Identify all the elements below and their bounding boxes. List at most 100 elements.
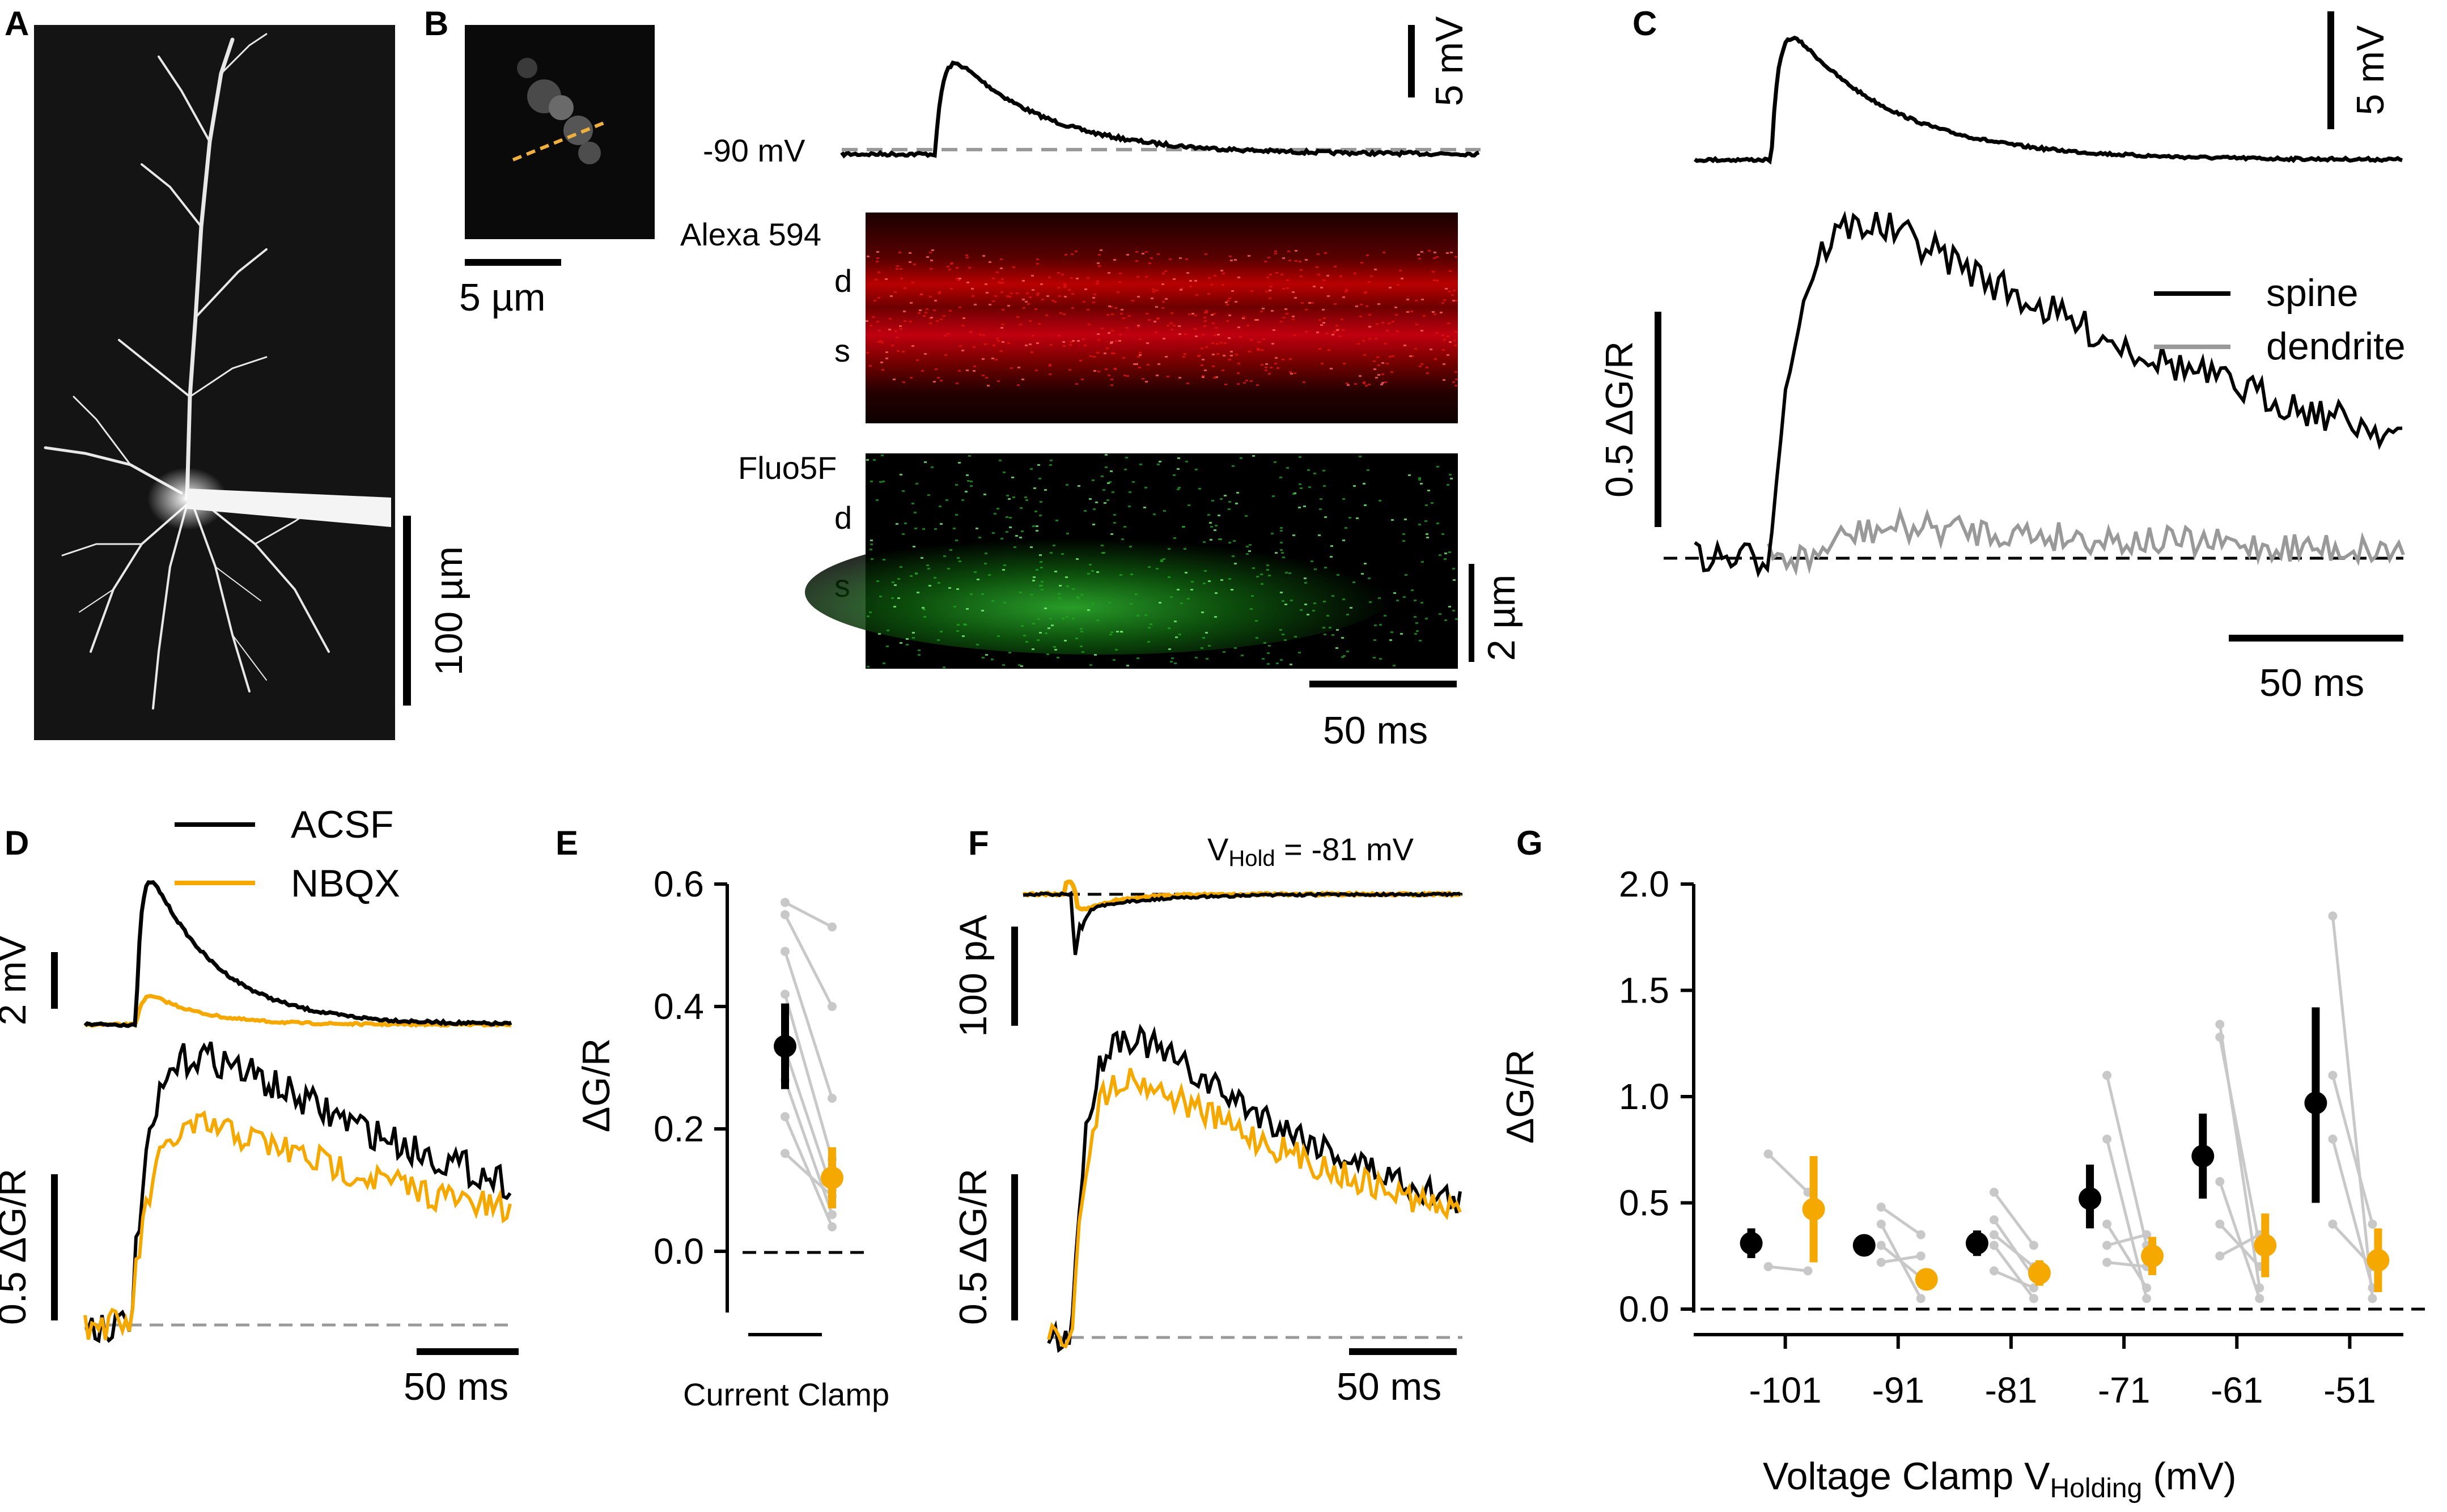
- red-speckle: [1069, 344, 1072, 346]
- red-speckle: [957, 279, 960, 281]
- red-speckle: [982, 375, 985, 376]
- red-speckle: [875, 279, 877, 281]
- panel-f-acsf-current-trace: [1023, 890, 1462, 955]
- red-speckle: [1250, 290, 1253, 292]
- panel-g-mean-acsf: [1965, 1231, 1988, 1255]
- green-linescan-noise: [866, 454, 1458, 668]
- panel-g-individual-point: [2328, 1220, 2338, 1229]
- red-speckle: [973, 346, 976, 348]
- green-speckle: [900, 566, 902, 568]
- panel-g-individual-line: [2331, 915, 2374, 1299]
- red-speckle: [1137, 325, 1140, 326]
- red-speckle: [1399, 270, 1402, 271]
- panel-b-space-scalebar-label: 2 µm: [1480, 575, 1523, 661]
- green-speckle: [1008, 498, 1011, 500]
- panel-g-mean-nbqx: [1802, 1197, 1825, 1221]
- red-speckle: [1265, 367, 1267, 368]
- green-speckle: [1248, 550, 1251, 552]
- red-speckle: [891, 345, 894, 346]
- red-speckle: [1451, 294, 1454, 296]
- spine-image: [465, 25, 655, 239]
- red-speckle: [1194, 280, 1197, 282]
- panel-g-individual-point: [2368, 1220, 2377, 1229]
- red-speckle: [881, 369, 884, 371]
- red-speckle: [1034, 308, 1037, 310]
- red-speckle: [893, 379, 896, 380]
- green-speckle: [1188, 504, 1190, 506]
- green-speckle: [1096, 571, 1099, 573]
- red-speckle: [1368, 314, 1371, 316]
- green-speckle: [1041, 581, 1044, 583]
- red-speckle: [910, 302, 913, 304]
- green-speckle: [1120, 631, 1123, 632]
- red-speckle: [996, 271, 999, 273]
- red-speckle: [1430, 349, 1432, 350]
- red-speckle: [984, 343, 987, 345]
- green-speckle: [1345, 527, 1347, 529]
- legend-nbqx-label: NBQX: [291, 862, 400, 905]
- red-speckle: [1002, 282, 1004, 283]
- red-speckle: [1389, 356, 1392, 358]
- green-speckle: [1280, 549, 1283, 551]
- red-speckle: [1054, 301, 1057, 303]
- green-speckle: [1148, 627, 1151, 628]
- red-speckle: [1271, 310, 1274, 312]
- red-speckle: [1146, 342, 1149, 344]
- green-speckle: [1059, 585, 1062, 587]
- red-speckle: [1248, 351, 1251, 352]
- panel-g-individual-line: [2218, 1037, 2261, 1246]
- panel-g-xtick-label: -101: [1749, 1370, 1822, 1411]
- recording-pipette: [187, 489, 391, 527]
- red-speckle: [1365, 385, 1368, 387]
- red-speckle: [1203, 317, 1206, 318]
- panel-g-individual-point: [2255, 1294, 2264, 1303]
- red-speckle: [1079, 360, 1082, 362]
- red-speckle: [902, 351, 905, 352]
- red-speckle: [1155, 290, 1158, 291]
- green-speckle: [1220, 498, 1223, 500]
- green-speckle: [1163, 510, 1166, 512]
- red-speckle: [1046, 295, 1049, 297]
- red-speckle: [1432, 271, 1435, 273]
- red-speckle: [1368, 384, 1371, 385]
- green-speckle: [1326, 615, 1329, 617]
- green-speckle: [1280, 530, 1283, 532]
- red-speckle: [924, 312, 927, 313]
- green-speckle: [1054, 649, 1057, 651]
- red-speckle: [1222, 369, 1224, 371]
- panel-g-individual-point: [1989, 1187, 1999, 1197]
- green-speckle: [1053, 646, 1056, 648]
- green-speckle: [1286, 467, 1289, 469]
- green-speckle: [983, 494, 986, 495]
- green-speckle: [902, 533, 905, 535]
- green-speckle: [1411, 589, 1414, 591]
- green-speckle: [967, 480, 970, 482]
- green-speckle: [928, 585, 931, 587]
- green-speckle: [1368, 577, 1371, 579]
- red-speckle: [1036, 294, 1039, 296]
- red-speckle: [947, 333, 949, 335]
- red-speckle: [1135, 363, 1138, 365]
- green-speckle: [1130, 574, 1133, 575]
- red-speckle: [1346, 383, 1348, 384]
- red-speckle: [1230, 355, 1233, 356]
- red-speckle: [1454, 345, 1457, 346]
- red-speckle: [944, 354, 947, 356]
- red-speckle: [1401, 278, 1403, 279]
- green-speckle: [1076, 596, 1079, 598]
- red-speckle: [1205, 253, 1207, 255]
- red-speckle: [1167, 376, 1169, 377]
- red-speckle: [1327, 295, 1330, 297]
- green-speckle: [900, 642, 902, 644]
- panel-d-acsf-voltage-trace: [83, 880, 512, 1029]
- green-speckle: [881, 455, 884, 456]
- red-speckle: [1381, 322, 1384, 324]
- green-speckle: [893, 606, 896, 608]
- red-speckle: [1265, 363, 1268, 365]
- red-row-s-label: s: [834, 333, 850, 368]
- green-speckle: [1109, 634, 1112, 635]
- red-speckle: [1342, 296, 1345, 298]
- red-speckle: [1184, 333, 1187, 335]
- red-speckle: [959, 307, 961, 308]
